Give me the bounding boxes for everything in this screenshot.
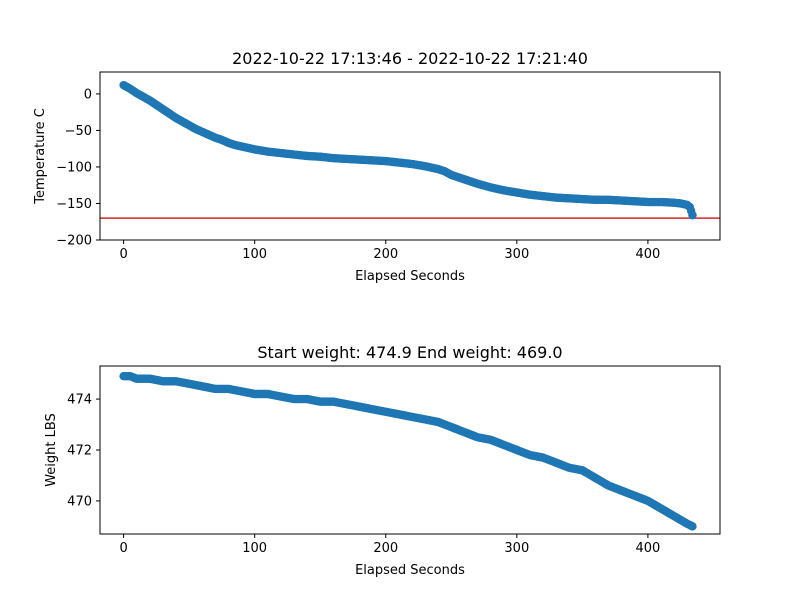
temperature-x-tick-label: 100 [242, 247, 267, 262]
temperature-x-tick-label: 300 [504, 247, 529, 262]
weight-y-tick-label: 474 [67, 393, 92, 408]
weight-subplot: Start weight: 474.9 End weight: 469.0 We… [44, 343, 721, 578]
weight-x-tick-label: 200 [373, 541, 398, 556]
temperature-subplot: 2022-10-22 17:13:46 - 2022-10-22 17:21:4… [33, 49, 721, 284]
weight-tick-layer: 0 100 200 300 400 470 472 474 [67, 393, 660, 556]
temperature-marks-layer [100, 80, 720, 220]
weight-y-axis-label: Weight LBS [44, 413, 59, 487]
temperature-plot-frame [99, 71, 721, 241]
weight-x-tick-label: 400 [635, 541, 660, 556]
temperature-y-tick-label: 0 [84, 87, 92, 102]
weight-x-tick-label: 300 [504, 541, 529, 556]
temperature-y-axis-label: Temperature C [33, 108, 48, 205]
weight-plot-frame [99, 365, 721, 535]
temperature-y-tick-label: −200 [56, 234, 92, 249]
weight-marks-layer [119, 371, 697, 531]
weight-chart-title: Start weight: 474.9 End weight: 469.0 [257, 343, 562, 362]
weight-x-axis-label: Elapsed Seconds [355, 563, 465, 578]
temperature-y-tick-label: −100 [56, 160, 92, 175]
weight-x-tick-label: 100 [242, 541, 267, 556]
temperature-chart-title: 2022-10-22 17:13:46 - 2022-10-22 17:21:4… [232, 49, 588, 68]
temperature-y-tick-label: −150 [56, 197, 92, 212]
temperature-y-tick-label: −50 [65, 124, 92, 139]
temperature-x-tick-label: 200 [373, 247, 398, 262]
temperature-x-tick-label: 400 [635, 247, 660, 262]
temperature-x-tick-label: 0 [119, 247, 127, 262]
weight-y-tick-label: 472 [67, 444, 92, 459]
weight-x-tick-label: 0 [119, 541, 127, 556]
weight-data-point [688, 522, 697, 531]
temperature-data-point [688, 210, 697, 220]
temperature-tick-layer: 0 100 200 300 400 0 −50 −100 −150 −200 [56, 87, 660, 262]
weight-y-tick-label: 470 [67, 494, 92, 509]
temperature-x-axis-label: Elapsed Seconds [355, 269, 465, 284]
